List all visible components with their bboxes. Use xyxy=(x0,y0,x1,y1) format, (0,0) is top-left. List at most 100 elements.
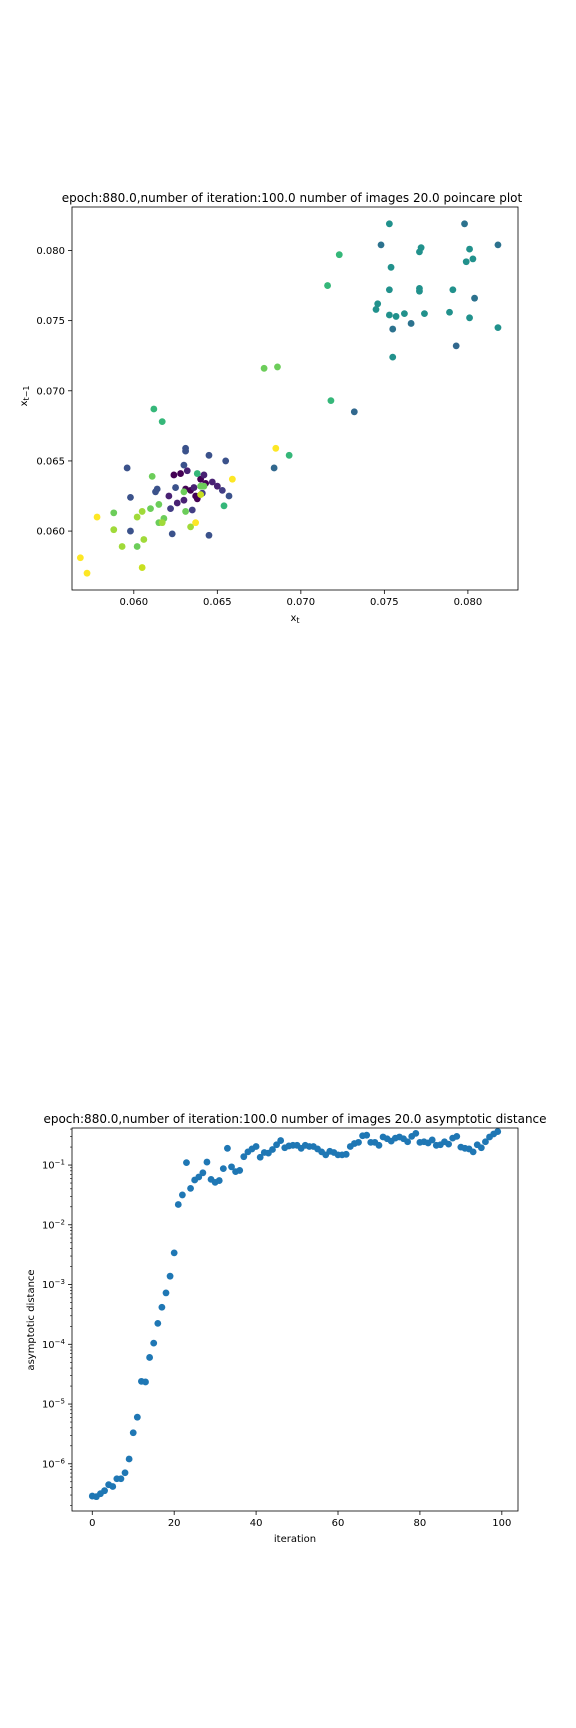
data-point xyxy=(125,1455,133,1463)
plot-frame xyxy=(71,206,519,591)
data-point xyxy=(182,444,189,452)
data-point xyxy=(129,1429,137,1437)
data-point xyxy=(200,471,208,479)
x-tick-label: 20 xyxy=(168,1518,181,1529)
data-point xyxy=(142,1378,149,1386)
data-point xyxy=(180,488,188,496)
y-tick-label: 10−3 xyxy=(42,1278,65,1291)
plot-frame xyxy=(71,1127,519,1512)
data-point xyxy=(335,251,343,259)
data-point xyxy=(385,311,393,319)
data-point xyxy=(355,1138,362,1146)
data-point xyxy=(138,508,146,515)
data-point xyxy=(469,1148,477,1156)
y-tick-label: 10−2 xyxy=(42,1218,65,1231)
data-point xyxy=(401,310,408,318)
data-point xyxy=(150,405,158,413)
data-point xyxy=(407,320,415,327)
data-point xyxy=(385,286,393,294)
data-point xyxy=(273,1141,280,1149)
y-tick-label: 10−5 xyxy=(42,1398,65,1411)
data-point xyxy=(270,464,278,472)
data-point xyxy=(412,1129,420,1137)
data-point xyxy=(461,220,468,228)
data-point xyxy=(110,509,118,517)
data-point xyxy=(101,1487,108,1495)
chart-title: epoch:880.0,number of iteration:100.0 nu… xyxy=(62,191,523,205)
data-point xyxy=(389,325,397,333)
data-point xyxy=(192,519,200,527)
data-point xyxy=(148,472,156,480)
data-point xyxy=(183,1159,190,1167)
data-point xyxy=(256,1153,264,1161)
x-axis-label: iteration xyxy=(274,1534,316,1545)
data-point xyxy=(165,492,173,500)
data-points xyxy=(76,220,502,577)
data-point xyxy=(469,255,477,263)
y-axis-label: asymptotic distance xyxy=(26,1269,37,1370)
data-point xyxy=(363,1131,371,1139)
x-tick-label: 0.065 xyxy=(203,597,232,608)
data-point xyxy=(324,282,331,289)
data-point xyxy=(197,491,205,499)
data-point xyxy=(453,1132,461,1140)
data-point xyxy=(203,1158,211,1166)
data-point xyxy=(205,531,213,539)
data-point xyxy=(224,1144,231,1152)
data-point xyxy=(182,508,189,515)
data-point xyxy=(174,1201,182,1208)
data-point xyxy=(494,1128,502,1135)
x-tick-label: 100 xyxy=(492,1518,511,1529)
data-point xyxy=(389,353,397,361)
data-point xyxy=(127,494,134,501)
axis-ticks: 0 20 40 60 80 100 10−6 10−5 10−4 10−3 10−2 10−1 xyxy=(42,1128,511,1529)
data-point xyxy=(180,461,188,469)
data-point xyxy=(269,1146,276,1153)
data-point xyxy=(252,1143,260,1150)
data-points xyxy=(88,1128,502,1501)
data-point xyxy=(377,241,385,249)
data-point xyxy=(118,543,126,550)
data-point xyxy=(168,530,176,538)
data-point xyxy=(228,475,236,483)
y-tick-label: 10−1 xyxy=(42,1159,65,1172)
data-point xyxy=(158,1303,166,1311)
data-point xyxy=(133,513,141,521)
data-point xyxy=(133,1413,141,1421)
data-point xyxy=(372,306,380,313)
data-point xyxy=(155,501,163,508)
data-point xyxy=(215,1177,223,1184)
data-point xyxy=(228,1163,235,1171)
data-point xyxy=(208,478,216,486)
data-point xyxy=(416,248,423,256)
data-point xyxy=(342,1150,350,1158)
data-point xyxy=(350,408,358,416)
data-point xyxy=(158,418,166,426)
data-point xyxy=(110,526,118,534)
data-point xyxy=(180,496,188,504)
data-point xyxy=(374,300,382,308)
y-tick-label: 0.075 xyxy=(36,316,65,327)
data-point xyxy=(200,482,208,490)
x-tick-label: 0.060 xyxy=(119,597,148,608)
axis-ticks: 0.060 0.065 0.070 0.075 0.080 0.060 0.065 0.070… xyxy=(36,246,482,608)
y-tick-label: 0.070 xyxy=(36,386,65,397)
data-point xyxy=(117,1475,125,1483)
x-tick-label: 60 xyxy=(332,1518,345,1529)
data-point xyxy=(219,1165,227,1173)
data-point xyxy=(146,1354,154,1361)
data-point xyxy=(140,536,148,543)
data-point xyxy=(205,451,213,459)
data-point xyxy=(188,506,196,514)
x-axis-label: xt xyxy=(290,613,299,625)
data-point xyxy=(173,499,181,507)
data-point xyxy=(477,1144,485,1152)
data-point xyxy=(482,1138,489,1146)
data-point xyxy=(170,1249,178,1257)
data-point xyxy=(195,1173,203,1181)
data-point xyxy=(445,1140,452,1148)
y-axis-label: xt−1 xyxy=(19,386,31,407)
data-point xyxy=(494,241,502,249)
asymptotic-distance-chart: epoch:880.0,number of iteration:100.0 nu… xyxy=(26,1112,547,1545)
